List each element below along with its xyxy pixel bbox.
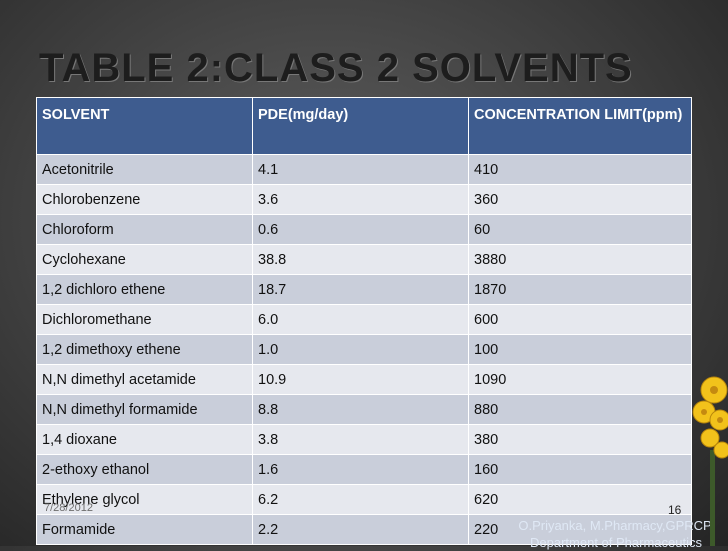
cell-concentration-limit: 620 xyxy=(468,484,692,515)
cell-pde: 1.6 xyxy=(252,454,469,485)
table-body: Acetonitrile 4.1 410 Chlorobenzene 3.6 360 Chl… xyxy=(36,154,692,545)
table-row: Chloroform 0.6 60 xyxy=(36,214,692,245)
table-row: Ethylene glycol 6.2 620 xyxy=(36,484,692,515)
slide-date: 7/28/2012 xyxy=(44,502,93,514)
cell-concentration-limit: 60 xyxy=(468,214,692,245)
cell-solvent: Cyclohexane xyxy=(36,244,253,275)
cell-solvent: Acetonitrile xyxy=(36,154,253,185)
cell-pde: 0.6 xyxy=(252,214,469,245)
cell-solvent: Ethylene glycol xyxy=(36,484,253,515)
table-row: Chlorobenzene 3.6 360 xyxy=(36,184,692,215)
cell-solvent: 1,4 dioxane xyxy=(36,424,253,455)
flower-decoration-icon xyxy=(692,376,728,546)
cell-solvent: 2-ethoxy ethanol xyxy=(36,454,253,485)
cell-pde: 38.8 xyxy=(252,244,469,275)
table-row: 1,2 dimethoxy ethene 1.0 100 xyxy=(36,334,692,365)
cell-solvent: Chloroform xyxy=(36,214,253,245)
table-row: 2-ethoxy ethanol 1.6 160 xyxy=(36,454,692,485)
table-row: 1,4 dioxane 3.8 380 xyxy=(36,424,692,455)
cell-pde: 4.1 xyxy=(252,154,469,185)
cell-solvent: 1,2 dimethoxy ethene xyxy=(36,334,253,365)
cell-pde: 18.7 xyxy=(252,274,469,305)
cell-solvent: Formamide xyxy=(36,514,253,545)
cell-solvent: N,N dimethyl acetamide xyxy=(36,364,253,395)
cell-solvent: Chlorobenzene xyxy=(36,184,253,215)
table-row: N,N dimethyl acetamide 10.9 1090 xyxy=(36,364,692,395)
cell-pde: 1.0 xyxy=(252,334,469,365)
cell-concentration-limit: 380 xyxy=(468,424,692,455)
table-row: Acetonitrile 4.1 410 xyxy=(36,154,692,185)
solvents-table: SOLVENT PDE(mg/day) CONCENTRATION LIMIT(… xyxy=(36,97,692,545)
cell-concentration-limit: 1090 xyxy=(468,364,692,395)
table-row: 1,2 dichloro ethene 18.7 1870 xyxy=(36,274,692,305)
cell-pde: 6.2 xyxy=(252,484,469,515)
cell-pde: 6.0 xyxy=(252,304,469,335)
header-pde: PDE(mg/day) xyxy=(252,97,469,155)
cell-concentration-limit: 600 xyxy=(468,304,692,335)
table-row: Cyclohexane 38.8 3880 xyxy=(36,244,692,275)
cell-pde: 3.8 xyxy=(252,424,469,455)
table-header-row: SOLVENT PDE(mg/day) CONCENTRATION LIMIT(… xyxy=(36,97,692,155)
table-row: Formamide 2.2 220 xyxy=(36,514,692,545)
table-row: Dichloromethane 6.0 600 xyxy=(36,304,692,335)
cell-concentration-limit: 3880 xyxy=(468,244,692,275)
cell-solvent: Dichloromethane xyxy=(36,304,253,335)
header-solvent: SOLVENT xyxy=(36,97,253,155)
header-concentration-limit: CONCENTRATION LIMIT(ppm) xyxy=(468,97,692,155)
cell-concentration-limit: 410 xyxy=(468,154,692,185)
page-number: 16 xyxy=(668,503,682,517)
table-row: N,N dimethyl formamide 8.8 880 xyxy=(36,394,692,425)
cell-pde: 8.8 xyxy=(252,394,469,425)
slide-title: TABLE 2:CLASS 2 SOLVENTS xyxy=(39,46,633,90)
cell-pde: 3.6 xyxy=(252,184,469,215)
cell-pde: 2.2 xyxy=(252,514,469,545)
cell-concentration-limit: 1870 xyxy=(468,274,692,305)
cell-pde: 10.9 xyxy=(252,364,469,395)
cell-concentration-limit: 360 xyxy=(468,184,692,215)
cell-concentration-limit: 880 xyxy=(468,394,692,425)
cell-concentration-limit: 160 xyxy=(468,454,692,485)
cell-concentration-limit: 100 xyxy=(468,334,692,365)
cell-solvent: 1,2 dichloro ethene xyxy=(36,274,253,305)
cell-solvent: N,N dimethyl formamide xyxy=(36,394,253,425)
cell-concentration-limit: 220 xyxy=(468,514,692,545)
author-line-1: O.Priyanka, M.Pharmacy,GPRCP, xyxy=(518,518,714,533)
